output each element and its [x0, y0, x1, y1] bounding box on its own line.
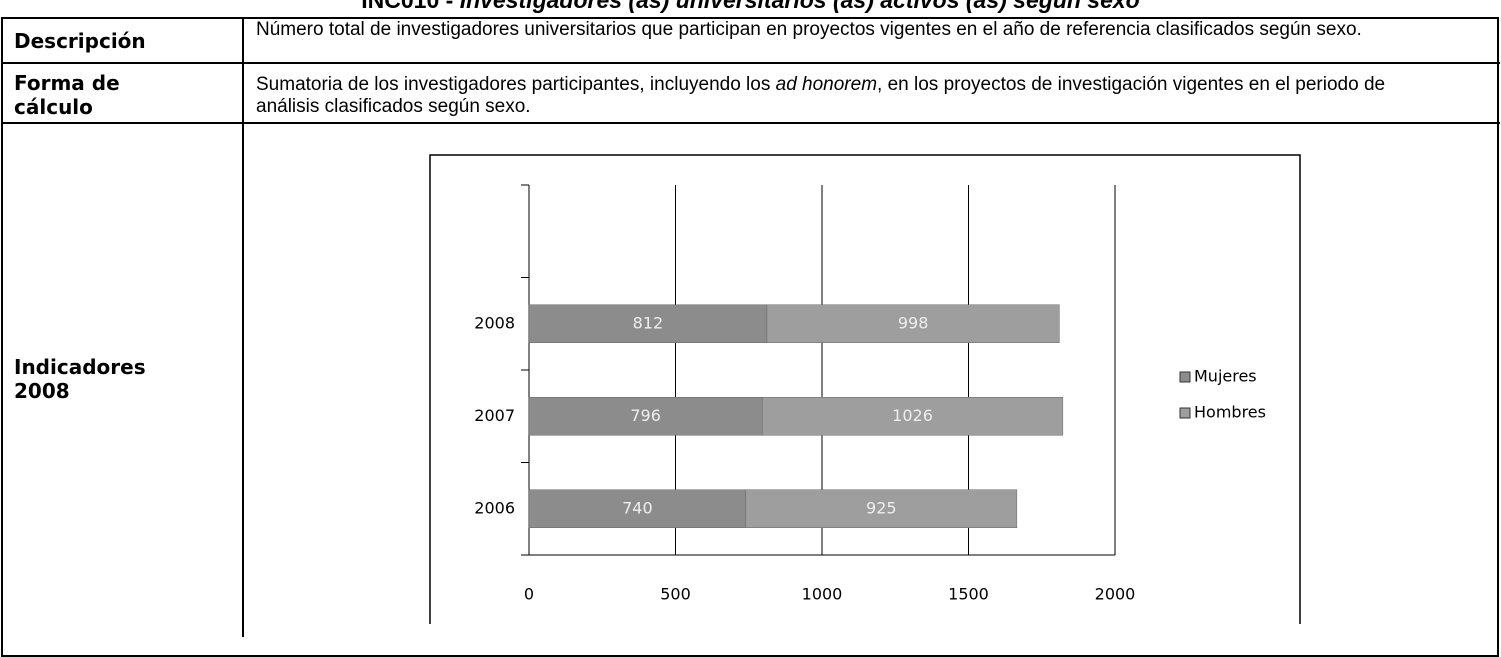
page-title: INC010 - Investigadores (as) universitar…	[0, 0, 1501, 14]
data-label: 1026	[892, 406, 933, 425]
bar-segment	[745, 489, 1018, 528]
text: , en los proyectos de investigación vige…	[256, 74, 1386, 117]
x-tick-label: 500	[660, 585, 691, 604]
bar-segment	[766, 304, 1060, 343]
x-tick-label: 1000	[802, 585, 843, 604]
title-code: INC010 -	[361, 0, 460, 13]
legend-label: Mujeres	[1194, 367, 1257, 386]
row-label: Descripción	[14, 29, 146, 53]
legend-swatch	[1179, 371, 1191, 383]
x-tick-label: 2000	[1095, 585, 1136, 604]
data-label: 998	[898, 313, 929, 332]
row-text: Número total de investigadores universit…	[256, 19, 1446, 41]
title-text: Investigadores (as) universitarios (as) …	[459, 0, 1140, 13]
bar-segment	[528, 304, 768, 343]
column-border	[242, 17, 244, 637]
text-italic: ad honorem	[775, 74, 878, 95]
row-label: Indicadores 2008	[14, 355, 146, 403]
chart: 0 500 1000 1500 2000 2006 740 925 2007 796 1026 200…	[429, 154, 1301, 624]
bar-segment	[761, 397, 1064, 436]
text: Número total de investigadores universit…	[256, 19, 1362, 40]
y-tick-label: 2008	[474, 313, 515, 332]
y-tick-label: 2007	[474, 406, 515, 425]
bar-segment	[528, 489, 747, 528]
legend-label: Hombres	[1194, 403, 1266, 422]
text: Sumatoria de los investigadores particip…	[256, 74, 776, 95]
x-tick-label: 0	[524, 585, 534, 604]
row-border	[1, 122, 1500, 124]
row-label: Forma de cálculo	[14, 71, 120, 119]
data-label: 740	[622, 498, 653, 517]
data-label: 796	[630, 406, 661, 425]
row-border	[1, 62, 1500, 64]
x-tick-label: 1500	[948, 585, 989, 604]
row-text: Sumatoria de los investigadores particip…	[256, 74, 1446, 118]
data-label: 812	[633, 313, 664, 332]
legend-swatch	[1179, 407, 1191, 419]
data-label: 925	[866, 498, 897, 517]
chart-frame	[429, 154, 1301, 624]
y-tick-label: 2006	[474, 498, 515, 517]
bar-segment	[528, 397, 763, 436]
